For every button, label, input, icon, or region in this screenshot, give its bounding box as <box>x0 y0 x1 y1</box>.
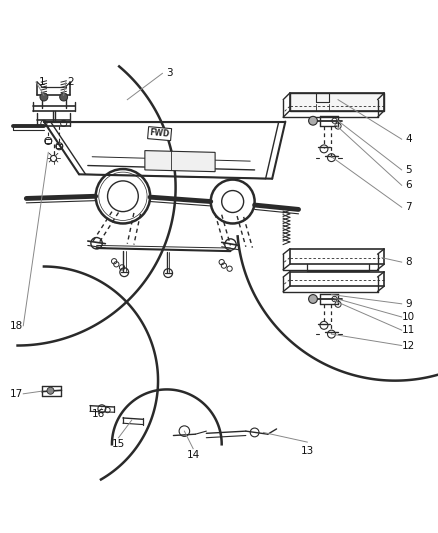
Text: 6: 6 <box>404 180 411 190</box>
Text: 1: 1 <box>38 77 45 87</box>
Text: 10: 10 <box>401 312 414 322</box>
Circle shape <box>60 93 67 101</box>
Text: 4: 4 <box>404 134 411 144</box>
Text: 8: 8 <box>404 257 411 267</box>
Text: FWD: FWD <box>149 128 170 139</box>
Text: 3: 3 <box>165 68 172 78</box>
Circle shape <box>47 387 54 394</box>
Polygon shape <box>145 151 215 172</box>
Text: 15: 15 <box>112 439 125 449</box>
Text: 9: 9 <box>404 299 411 309</box>
Text: 2: 2 <box>67 77 74 87</box>
Text: 5: 5 <box>404 165 411 175</box>
Text: 17: 17 <box>10 389 23 399</box>
Text: 18: 18 <box>10 321 23 331</box>
Circle shape <box>40 93 48 101</box>
Text: 16: 16 <box>92 409 105 418</box>
Text: 7: 7 <box>404 202 411 212</box>
Text: 13: 13 <box>300 446 313 456</box>
Text: 12: 12 <box>401 341 414 351</box>
Circle shape <box>308 116 317 125</box>
Circle shape <box>308 295 317 303</box>
Polygon shape <box>289 93 383 111</box>
Text: 11: 11 <box>401 325 414 335</box>
Text: 14: 14 <box>186 450 199 461</box>
